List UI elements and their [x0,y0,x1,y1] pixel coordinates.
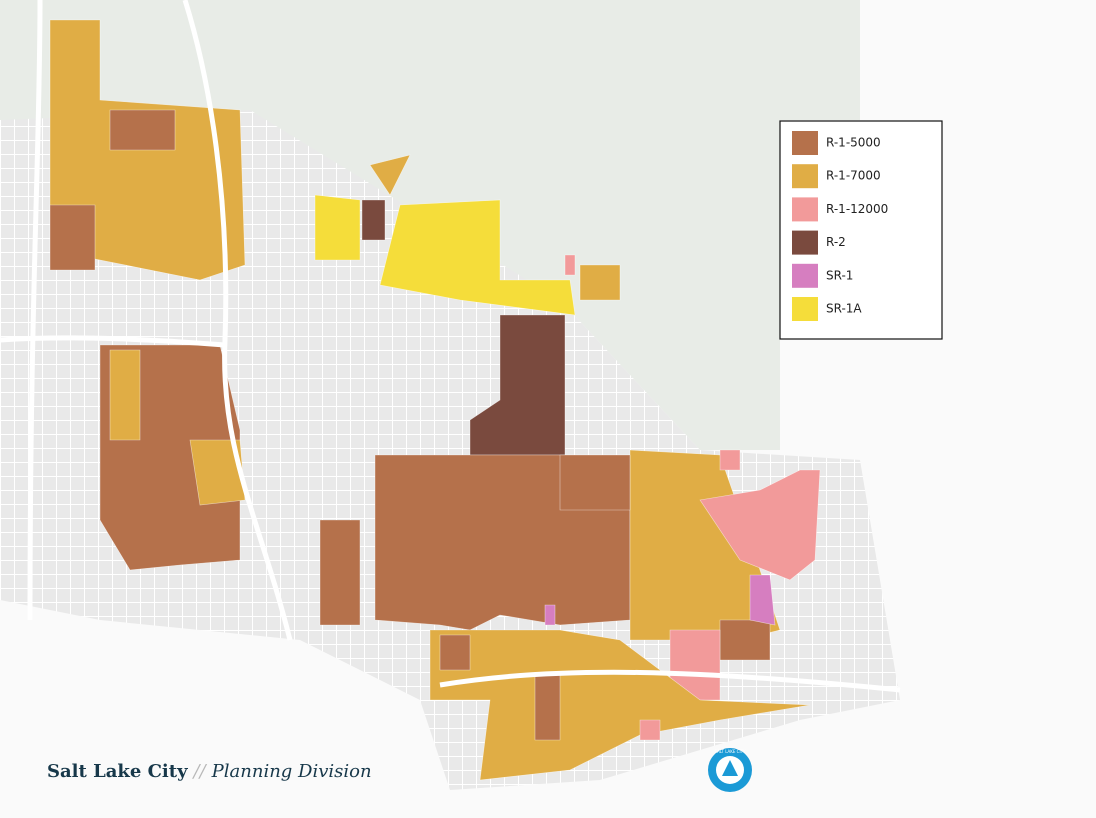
zone [49,204,96,271]
zone [319,519,361,626]
zone [559,454,631,511]
zone [109,109,176,151]
freeway [182,0,293,641]
legend-swatch [792,297,818,321]
zone [639,719,661,741]
legend-label: SR-1 [826,268,853,282]
zone [379,199,576,316]
legend-swatch [792,164,818,189]
zone [429,629,811,781]
logo-text: SALT LAKE CITY [714,749,746,754]
legend-swatch [792,131,818,155]
zone [544,604,556,626]
legend-swatch [792,230,818,255]
zone [699,469,821,581]
footer-separator: // [192,761,208,782]
zone [189,439,246,506]
zone [534,674,561,741]
legend-swatch [792,263,818,288]
zone [719,619,771,661]
legend-label: SR-1A [826,302,862,316]
zone [314,194,361,261]
zone [439,634,471,671]
zone [369,154,411,196]
zone [749,574,776,626]
freeway [27,0,43,621]
legend-label: R-2 [826,235,846,249]
city-logo: SALT LAKE CITY [708,748,752,792]
freeway [439,669,901,693]
legend-swatch [792,197,818,222]
legend-label: R-1-5000 [826,136,881,150]
zone [579,264,621,301]
legend: R-1-5000 R-1-7000 R-1-12000 R-2 SR-1 SR-1A [779,120,943,340]
freeway [0,335,226,348]
zone [564,254,576,276]
zone [361,199,386,241]
footer-city: Salt Lake City [47,761,188,782]
freeways [0,0,900,690]
zone [109,349,141,441]
legend-label: R-1-7000 [826,169,881,183]
zone [719,449,741,471]
logo-emblem [722,760,738,776]
footer-division: Planning Division [211,761,372,782]
zones [49,19,821,781]
footer-title: Salt Lake City//Planning Division [47,761,372,782]
legend-label: R-1-12000 [826,202,888,216]
